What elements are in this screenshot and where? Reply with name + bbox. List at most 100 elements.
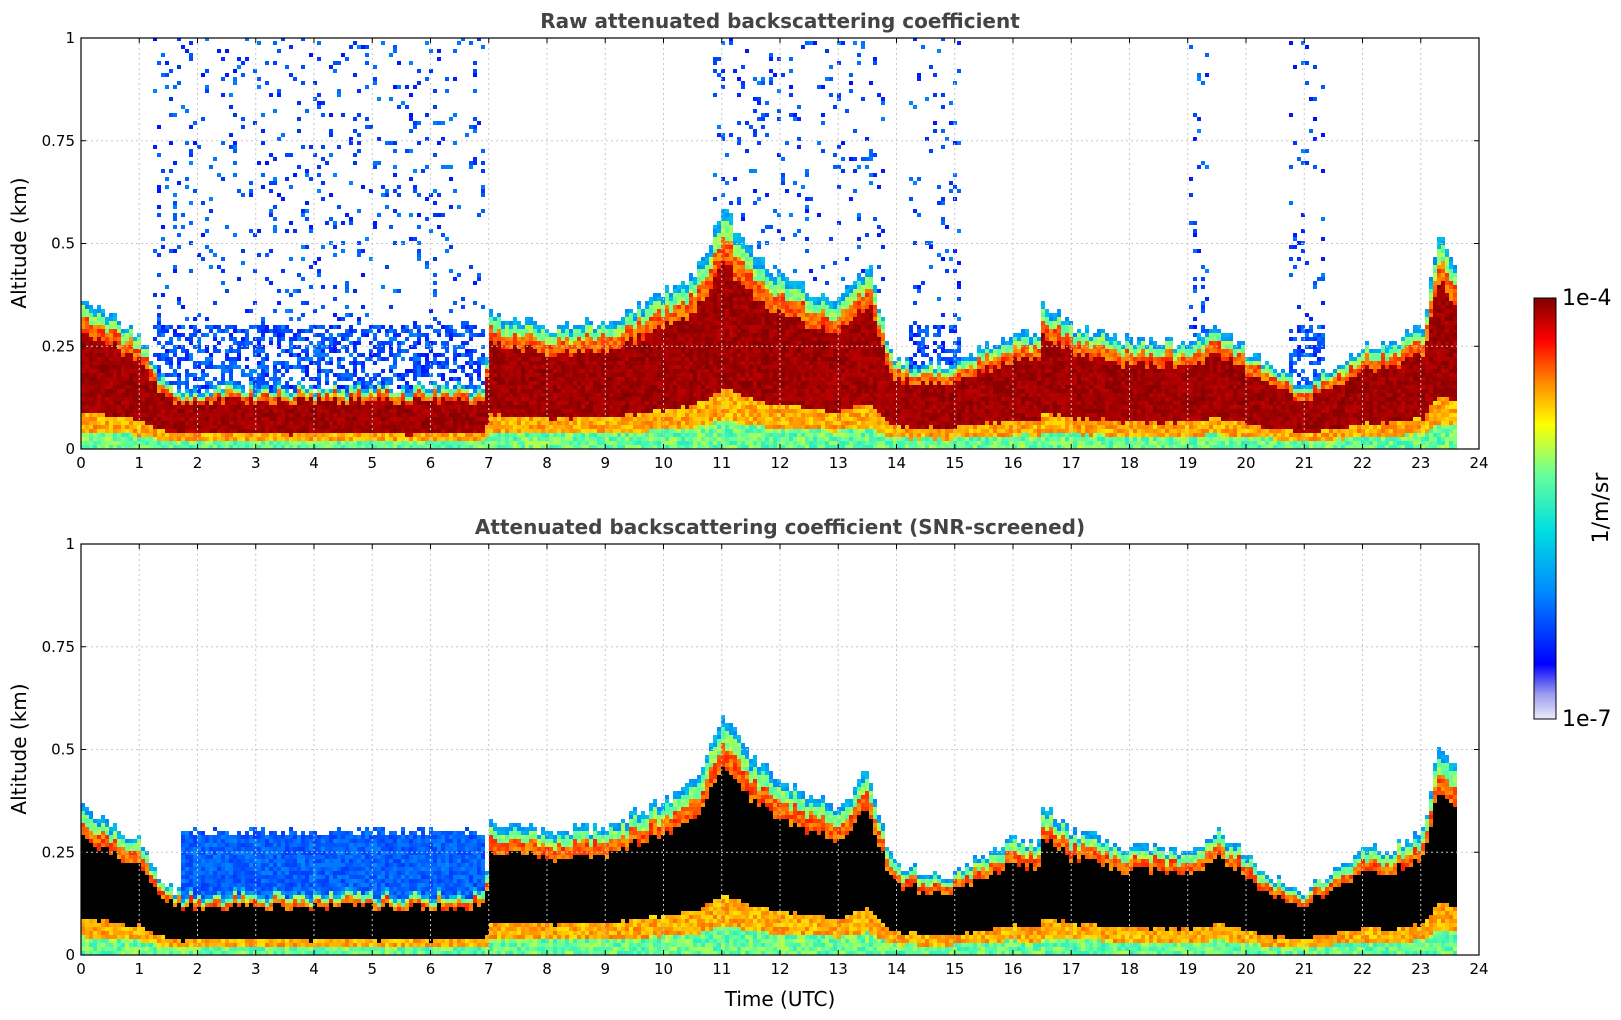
heatmap-cell [537, 425, 541, 429]
heatmap-cell [445, 165, 449, 169]
heatmap-cell [233, 385, 237, 389]
heatmap-cell [301, 437, 305, 441]
heatmap-cell [561, 377, 565, 381]
heatmap-cell [145, 417, 149, 421]
heatmap-cell [425, 441, 429, 445]
heatmap-cell [261, 425, 265, 429]
heatmap-cell [505, 437, 509, 441]
heatmap-cell [577, 369, 581, 373]
heatmap-cell [113, 413, 117, 417]
heatmap-cell [425, 405, 429, 409]
heatmap-cell [457, 353, 461, 357]
heatmap-cell [141, 365, 145, 369]
heatmap-cell [501, 373, 505, 377]
heatmap-cell [169, 357, 173, 361]
heatmap-cell [669, 361, 673, 365]
heatmap-cell [353, 129, 357, 133]
heatmap-cell [261, 345, 265, 349]
heatmap-cell [125, 389, 129, 393]
heatmap-cell [649, 413, 653, 417]
heatmap-cell [557, 445, 561, 449]
heatmap-cell [393, 241, 397, 245]
heatmap-cell [553, 369, 557, 373]
heatmap-cell [145, 365, 149, 369]
heatmap-cell [101, 401, 105, 405]
heatmap-cell [541, 397, 545, 401]
heatmap-cell [201, 333, 205, 337]
heatmap-cell [153, 441, 157, 445]
heatmap-cell [473, 361, 477, 365]
heatmap-cell [357, 353, 361, 357]
heatmap-cell [109, 333, 113, 337]
heatmap-cell [197, 433, 201, 437]
heatmap-cell [365, 417, 369, 421]
heatmap-cell [161, 393, 165, 397]
heatmap-cell [465, 413, 469, 417]
heatmap-cell [129, 333, 133, 337]
heatmap-cell [337, 421, 341, 425]
heatmap-cell [569, 393, 573, 397]
heatmap-cell [577, 389, 581, 393]
heatmap-cell [409, 345, 413, 349]
heatmap-cell [705, 405, 709, 409]
heatmap-cell [633, 365, 637, 369]
heatmap-cell [569, 421, 573, 425]
heatmap-cell [361, 369, 365, 373]
heatmap-cell [317, 377, 321, 381]
heatmap-cell [413, 237, 417, 241]
heatmap-cell [309, 445, 313, 449]
heatmap-cell [169, 373, 173, 377]
heatmap-cell [221, 365, 225, 369]
heatmap-cell [129, 429, 133, 433]
heatmap-cell [121, 413, 125, 417]
heatmap-cell [601, 369, 605, 373]
heatmap-cell [241, 345, 245, 349]
heatmap-cell [277, 429, 281, 433]
heatmap-cell [325, 369, 329, 373]
heatmap-cell [541, 413, 545, 417]
heatmap-cell [633, 425, 637, 429]
heatmap-cell [349, 389, 353, 393]
heatmap-cell [593, 329, 597, 333]
heatmap-cell [449, 433, 453, 437]
heatmap-cell [337, 325, 341, 329]
heatmap-cell [217, 349, 221, 353]
heatmap-cell [201, 401, 205, 405]
heatmap-cell [213, 349, 217, 353]
heatmap-cell [261, 405, 265, 409]
heatmap-cell [613, 421, 617, 425]
heatmap-cell [697, 289, 701, 293]
heatmap-cell [173, 397, 177, 401]
heatmap-cell [425, 445, 429, 449]
heatmap-cell [649, 357, 653, 361]
heatmap-cell [217, 341, 221, 345]
heatmap-cell [333, 401, 337, 405]
heatmap-cell [513, 389, 517, 393]
heatmap-cell [245, 329, 249, 333]
heatmap-cell [281, 269, 285, 273]
heatmap-cell [389, 425, 393, 429]
heatmap-cell [421, 425, 425, 429]
heatmap-cell [625, 369, 629, 373]
heatmap-cell [313, 153, 317, 157]
heatmap-cell [365, 53, 369, 57]
heatmap-cell [437, 393, 441, 397]
heatmap-cell [341, 421, 345, 425]
heatmap-cell [397, 397, 401, 401]
heatmap-cell [241, 401, 245, 405]
heatmap-cell [81, 413, 85, 417]
heatmap-cell [469, 349, 473, 353]
heatmap-cell [329, 409, 333, 413]
heatmap-cell [225, 381, 229, 385]
heatmap-cell [377, 445, 381, 449]
heatmap-cell [125, 409, 129, 413]
heatmap-cell [377, 373, 381, 377]
heatmap-cell [453, 409, 457, 413]
heatmap-cell [621, 425, 625, 429]
heatmap-cell [421, 421, 425, 425]
heatmap-cell [361, 381, 365, 385]
heatmap-cell [513, 437, 517, 441]
heatmap-cell [501, 365, 505, 369]
heatmap-cell [525, 425, 529, 429]
heatmap-cell [549, 345, 553, 349]
